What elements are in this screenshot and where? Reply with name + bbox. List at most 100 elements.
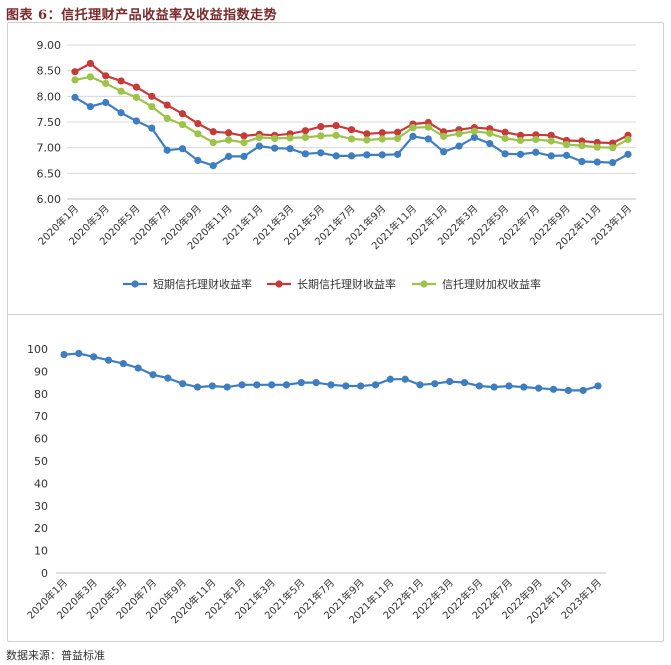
data-point	[547, 137, 555, 145]
data-point	[301, 133, 310, 141]
data-point	[486, 129, 494, 137]
data-point	[178, 145, 187, 153]
data-point	[378, 135, 386, 143]
data-point	[90, 353, 98, 361]
data-point	[60, 351, 68, 359]
data-point	[594, 382, 602, 390]
data-point	[460, 379, 469, 387]
data-point	[371, 381, 380, 389]
y-tick-label: 6.50	[37, 167, 62, 180]
data-point	[163, 146, 171, 154]
data-point	[194, 130, 202, 138]
data-point	[134, 364, 142, 372]
legend-label: 短期信托理财收益率	[153, 277, 252, 291]
data-point	[163, 114, 171, 123]
data-point	[75, 349, 83, 358]
data-point	[440, 148, 448, 156]
data-point	[440, 132, 448, 140]
data-point	[271, 134, 279, 143]
data-point	[102, 79, 110, 88]
y-tick-label: 7.00	[37, 142, 62, 155]
figure-title: 图表 6：信托理财产品收益率及收益指数走势	[6, 8, 278, 23]
data-point	[255, 133, 263, 141]
data-point	[393, 128, 402, 136]
data-point	[505, 382, 513, 390]
data-point	[132, 117, 141, 125]
data-point	[501, 134, 509, 143]
legend-swatch-marker	[420, 280, 428, 288]
data-point	[148, 92, 156, 100]
data-point	[347, 126, 356, 134]
data-point	[424, 123, 432, 131]
data-point	[386, 375, 394, 383]
data-point	[240, 132, 248, 140]
data-point	[301, 150, 310, 158]
data-point	[416, 381, 424, 389]
data-point	[102, 98, 110, 107]
data-point	[104, 356, 113, 364]
data-point	[609, 144, 617, 152]
data-point	[301, 127, 310, 135]
data-point	[490, 383, 498, 391]
data-point	[268, 381, 276, 389]
y-tick-label: 100	[27, 343, 48, 356]
legend-swatch-marker	[131, 280, 139, 288]
data-point	[520, 383, 528, 391]
data-point	[378, 151, 386, 159]
data-point	[593, 158, 601, 166]
data-point	[209, 162, 217, 170]
data-point	[578, 157, 586, 166]
data-point	[332, 131, 340, 139]
data-point	[240, 152, 248, 160]
data-point	[86, 73, 94, 81]
data-point	[317, 149, 325, 157]
data-point	[609, 158, 617, 167]
data-point	[119, 359, 127, 368]
data-point	[71, 93, 79, 101]
data-point	[578, 142, 586, 150]
data-point	[297, 379, 305, 387]
data-point	[255, 142, 263, 150]
data-point	[317, 123, 325, 131]
data-point	[332, 121, 340, 130]
data-point	[148, 124, 156, 132]
y-tick-label: 40	[34, 477, 48, 490]
legend-label: 长期信托理财收益率	[297, 277, 396, 291]
data-point	[194, 156, 202, 165]
data-point	[209, 138, 217, 147]
data-point	[393, 150, 402, 158]
data-point	[424, 135, 432, 143]
source-note: 数据来源：普益标准	[6, 649, 105, 662]
data-point	[446, 377, 454, 386]
data-point	[225, 152, 233, 160]
data-point	[86, 103, 94, 111]
data-point	[393, 134, 402, 143]
y-tick-label: 7.50	[37, 116, 62, 129]
data-point	[516, 136, 525, 145]
data-point	[117, 77, 125, 85]
data-point	[409, 132, 417, 140]
data-point	[347, 152, 356, 160]
data-point	[342, 382, 350, 390]
data-point	[223, 383, 231, 391]
chart-divider	[7, 314, 664, 315]
y-tick-label: 10	[34, 545, 48, 558]
data-point	[470, 133, 478, 141]
data-point	[562, 140, 571, 149]
y-tick-label: 60	[34, 433, 48, 446]
y-tick-label: 8.50	[37, 65, 62, 78]
data-point	[163, 101, 171, 109]
y-tick-label: 8.00	[37, 90, 62, 103]
data-point	[178, 120, 187, 129]
data-point	[240, 138, 248, 147]
data-point	[86, 59, 94, 68]
data-point	[164, 374, 172, 382]
data-point	[363, 151, 371, 159]
data-point	[208, 382, 216, 390]
y-tick-label: 9.00	[37, 39, 62, 52]
data-point	[470, 127, 478, 135]
data-point	[332, 152, 340, 160]
data-point	[117, 87, 125, 95]
data-point	[624, 150, 632, 158]
